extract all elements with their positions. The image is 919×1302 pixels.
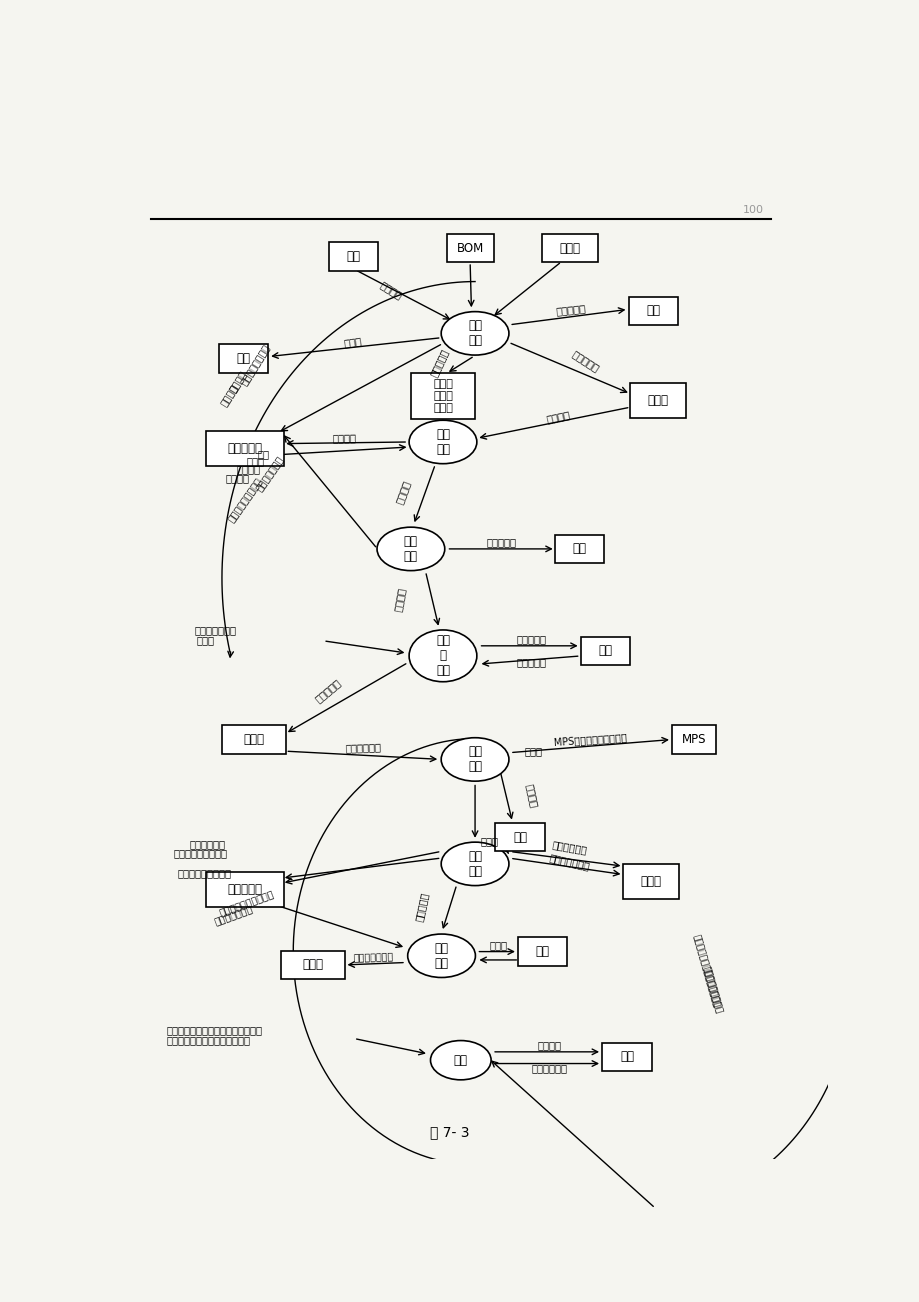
Text: 單位用量、下工令號: 單位用量、下工令號: [174, 848, 227, 858]
Text: 物管: 物管: [236, 352, 250, 365]
FancyBboxPatch shape: [628, 297, 677, 326]
Text: 工令單號元件件號: 工令單號元件件號: [240, 344, 271, 387]
Text: 結案: 結案: [453, 1053, 467, 1066]
Text: 盤盈虧量: 盤盈虧量: [538, 1040, 562, 1051]
Text: 領料狀況: 領料狀況: [393, 586, 407, 612]
Text: 工令檔: 工令檔: [647, 393, 668, 406]
Text: 完工
移轉: 完工 移轉: [468, 850, 482, 878]
Text: 現場: 現場: [646, 305, 660, 318]
FancyBboxPatch shape: [517, 937, 567, 966]
Text: 元件加工不良材質不良: 元件加工不良材質不良: [218, 889, 275, 918]
Text: 物管: 物管: [257, 449, 269, 460]
FancyBboxPatch shape: [622, 863, 678, 898]
Text: 單位用量: 單位用量: [221, 384, 240, 408]
Text: 入庫量: 入庫量: [525, 746, 542, 756]
Text: 下工令領料狀況: 下工令領料狀況: [548, 853, 590, 872]
Text: 工令單資料: 工令單資料: [570, 349, 600, 374]
Text: 調整數量: 調整數量: [393, 479, 411, 505]
Text: 補料
或
退料: 補料 或 退料: [436, 634, 449, 677]
Text: 現場: 現場: [619, 1051, 633, 1064]
Text: 應發料料調整量: 應發料料調整量: [255, 454, 286, 492]
Text: 應發料量: 應發料量: [229, 370, 249, 395]
Text: 應退補數量: 應退補數量: [516, 634, 546, 644]
Text: 組件入庫數量: 組件入庫數量: [345, 742, 380, 754]
FancyBboxPatch shape: [206, 872, 283, 907]
Text: 入庫數量: 入庫數量: [524, 783, 539, 809]
Text: 工令
調整: 工令 調整: [403, 535, 417, 562]
Text: MPS有關之組件入庫數量: MPS有關之組件入庫數量: [553, 732, 627, 747]
Text: 現場材料檔: 現場材料檔: [227, 443, 262, 456]
Text: 生管: 生管: [573, 543, 586, 556]
Text: 報廢單: 報廢單: [489, 940, 507, 950]
Text: 100: 100: [742, 204, 763, 215]
Text: 工令號: 工令號: [246, 456, 265, 466]
FancyBboxPatch shape: [329, 242, 378, 271]
FancyBboxPatch shape: [446, 234, 494, 262]
Text: 工令檔: 工令檔: [640, 875, 661, 888]
FancyBboxPatch shape: [555, 535, 604, 562]
Text: 現場: 現場: [535, 945, 550, 958]
Text: 材質不良量、退庫量、已使用量: 材質不良量、退庫量、已使用量: [166, 1035, 250, 1046]
FancyBboxPatch shape: [494, 823, 544, 852]
Text: BOM: BOM: [456, 242, 483, 255]
Text: 壞品數量、移轉數量: 壞品數量、移轉數量: [700, 966, 722, 1014]
Text: 組件壞品數: 組件壞品數: [414, 891, 430, 922]
FancyBboxPatch shape: [219, 344, 267, 372]
Text: 元件保留量: 元件保留量: [428, 348, 449, 378]
Text: 領料狀況: 領料狀況: [545, 410, 571, 424]
Text: 完工
入庫: 完工 入庫: [468, 746, 482, 773]
Text: 工令資料: 工令資料: [379, 280, 404, 301]
FancyBboxPatch shape: [206, 431, 283, 466]
Ellipse shape: [407, 934, 475, 978]
Text: 退庫量: 退庫量: [197, 635, 215, 644]
Text: 單件用量: 單件用量: [225, 473, 249, 483]
FancyBboxPatch shape: [630, 383, 686, 418]
Text: 已發料量: 已發料量: [332, 432, 357, 443]
Text: 現場: 現場: [513, 831, 527, 844]
FancyBboxPatch shape: [671, 725, 715, 754]
Text: 圖 7- 3: 圖 7- 3: [430, 1125, 470, 1139]
Text: 已發料量增加、: 已發料量增加、: [195, 625, 236, 635]
Text: 元件組件壞品數: 元件組件壞品數: [353, 953, 393, 963]
Text: 發料單: 發料單: [343, 336, 362, 348]
Text: 工令數調整: 工令數調整: [486, 538, 516, 547]
Text: 工作命令單: 工作命令單: [555, 303, 586, 316]
FancyBboxPatch shape: [580, 637, 630, 665]
Text: 領料
處理: 領料 處理: [436, 428, 449, 456]
Ellipse shape: [441, 842, 508, 885]
Ellipse shape: [409, 421, 476, 464]
Text: 實退補數量: 實退補數量: [516, 658, 546, 668]
Ellipse shape: [409, 630, 476, 682]
Text: 途程檔: 途程檔: [559, 242, 580, 255]
Text: 數據差異參考: 數據差異參考: [531, 1064, 567, 1074]
FancyBboxPatch shape: [602, 1043, 651, 1072]
Text: 報廢
處理: 報廢 處理: [434, 941, 448, 970]
Ellipse shape: [441, 311, 508, 355]
Text: 現場: 現場: [598, 644, 612, 658]
Text: MPS: MPS: [681, 733, 706, 746]
Text: 命令數量、調整數量、入庫數量: 命令數量、調整數量、入庫數量: [690, 934, 720, 1008]
Text: 組件移轉數量: 組件移轉數量: [551, 840, 587, 855]
Text: 實退補數量: 實退補數量: [312, 677, 342, 704]
FancyBboxPatch shape: [222, 725, 286, 754]
FancyBboxPatch shape: [281, 950, 345, 979]
Text: 移轉單: 移轉單: [480, 836, 498, 846]
Text: 應發料量、已發料量、加工不良量、: 應發料量、已發料量、加工不良量、: [166, 1025, 262, 1035]
Ellipse shape: [441, 738, 508, 781]
Text: 庫存檔
保留量
發料量: 庫存檔 保留量 發料量: [433, 379, 452, 413]
Text: 庫存檔: 庫存檔: [244, 733, 265, 746]
Text: 工令
處理: 工令 處理: [468, 319, 482, 348]
Text: 元件已使用量: 元件已使用量: [189, 840, 226, 850]
Text: 庫存檔: 庫存檔: [302, 958, 323, 971]
Text: 生管: 生管: [346, 250, 360, 263]
FancyBboxPatch shape: [541, 234, 597, 262]
Text: 下工令元件已發料量: 下工令元件已發料量: [177, 868, 232, 878]
Ellipse shape: [430, 1040, 491, 1079]
Text: 現場材料檔: 現場材料檔: [227, 883, 262, 896]
Text: 應發料量、已發料量: 應發料量、已發料量: [227, 477, 265, 525]
Text: 元件組件壞品數: 元件組件壞品數: [213, 905, 254, 927]
Text: 件號數量: 件號數量: [236, 465, 260, 474]
FancyBboxPatch shape: [411, 374, 474, 418]
Ellipse shape: [377, 527, 444, 570]
